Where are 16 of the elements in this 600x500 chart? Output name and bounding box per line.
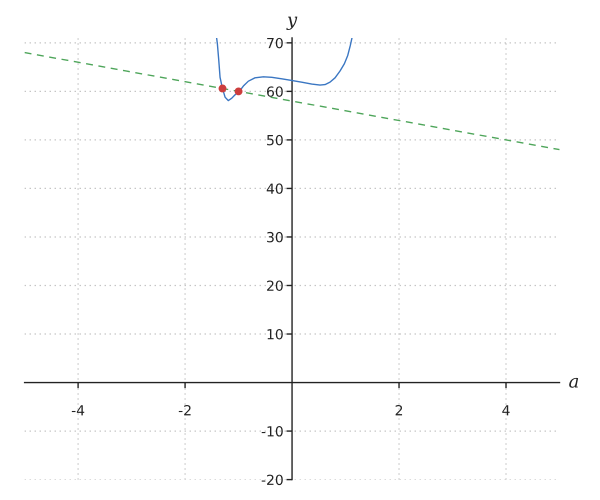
y-tick-label: 50 — [267, 134, 283, 146]
y-tick-label: -10 — [262, 426, 283, 437]
y-tick-label: 40 — [266, 183, 283, 194]
y-tick-label: -20 — [262, 474, 283, 486]
x-tick-label: 2 — [396, 405, 402, 416]
y-tick-label: 30 — [267, 232, 283, 242]
x-tick-label: -2 — [178, 405, 191, 416]
x-axis-title: a — [569, 378, 578, 388]
y-tick-label: 10 — [268, 328, 283, 340]
line-series — [216, 38, 353, 102]
y-tick-label: 70 — [267, 38, 283, 48]
y-axis-title: y — [286, 16, 298, 30]
y-tick-label: 60 — [267, 86, 283, 97]
y-tick-label: 20 — [267, 280, 283, 291]
x-tick-label: 4 — [502, 405, 510, 416]
x-tick-label: -4 — [72, 405, 84, 416]
